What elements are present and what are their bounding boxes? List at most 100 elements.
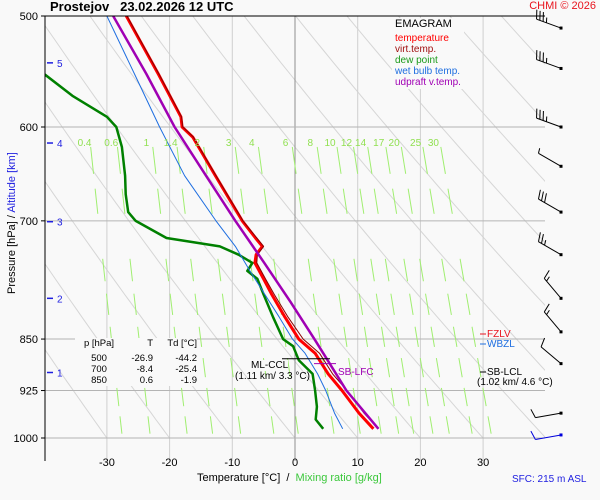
mixing-ratio-line [459,258,465,282]
mixing-ratio-line [94,188,99,214]
mixing-ratio-line [386,358,391,378]
table-header: T [147,338,153,349]
mixing-ratio-line [234,387,238,407]
wind-barb-staff [538,198,562,213]
mixing-ratio-line [445,416,450,434]
mixing-ratio-line [316,146,322,174]
axes-layer: 0.4 0.6 1 1.4 2 3 4 6 8 10 12 14 17 20 25 3050060070085… [14,11,545,469]
mixing-ratio-line [180,387,185,407]
mixing-ratio-line [152,146,157,174]
table-cell: -26.9 [131,353,153,364]
mixing-ratio-label: 20 [389,138,401,149]
wind-barb-staff [536,59,562,69]
wind-barb-feather [541,234,544,244]
mixing-ratio-line [133,293,137,316]
dry-adiabat [398,16,545,182]
chart-title: Prostejov 23.02.2026 12 UTC [50,0,234,14]
mixing-ratio-line [377,416,382,434]
dry-adiabat [243,16,545,371]
mixing-ratio-label: 17 [373,138,385,149]
series-layer [45,16,380,430]
wind-barb-staff [538,241,562,256]
mixing-ratio-line [230,358,234,378]
mixing-ratio-line [400,358,405,378]
series-wet-bulb-temp [106,16,344,430]
mixing-ratio-line [368,358,373,378]
mixing-ratio-line [482,387,487,407]
table-cell: 700 [91,364,107,375]
mixing-ratio-label: 4 [249,138,255,149]
mixing-ratio-line [322,188,328,214]
mixing-ratio-line [353,146,359,174]
legend-item-dew-point: dew point [395,55,438,66]
altitude-label: Altitude [km] [6,152,18,213]
pressure-tick-label: 1000 [14,433,38,445]
mixing-ratio-line [184,416,188,434]
wind-barb-half-feather [544,239,547,246]
mixing-ratio-label: 30 [428,138,440,149]
mixing-ratio-line [165,258,170,282]
pressure-tick-label: 925 [20,386,38,398]
mixing-ratio-label: 10 [324,138,336,149]
mixing-ratio-label: 8 [308,138,314,149]
wind-barb-staff [540,346,562,365]
temperature-tick-label: -20 [162,457,178,469]
legend: EMAGRAM temperature virt.temp. dew point… [392,18,464,89]
temperature-label: Temperature [°C] [197,472,281,484]
wind-barb-station [559,433,563,437]
wind-barb-half-feather [546,276,550,282]
temperature-tick-label: 20 [414,457,426,469]
mixing-ratio-line [441,258,447,282]
mixing-ratio-line [234,146,240,174]
mixing-ratio-line [373,387,378,407]
mixing-ratio-line [202,358,206,378]
altitude-tick-label: 1 [57,369,63,380]
datetime: 23.02.2026 12 UTC [120,0,234,14]
mixing-ratio-line [157,188,162,214]
wind-barb-feather [540,337,546,348]
mixing-ratio-line [419,358,424,378]
wind-barb-feather [543,270,550,279]
temperature-tick-label: -10 [224,457,240,469]
mixing-ratio-line [240,188,245,214]
pressure-tick-label: 600 [20,122,38,134]
dry-adiabat [45,101,296,439]
mixing-ratio-line [392,188,398,214]
dry-adiabat [89,16,421,439]
pressure-tick-label: 700 [20,216,38,228]
mixing-ratio-line [282,326,287,347]
mixing-ratio-line [209,416,214,434]
temperature-tick-label: -30 [99,457,115,469]
mixing-ratio-line [447,188,453,214]
mixing-ratio-label: 3 [226,138,232,149]
mixing-ratio-line [375,293,381,316]
mixing-ratio-line [367,146,373,174]
altitude-tick-label: 4 [57,139,63,150]
wind-barb-half-feather [546,309,550,315]
mixing-ratio-line [169,293,174,316]
mixing-ratio-line [425,293,430,316]
mixing-ratio-line [198,326,203,347]
mixing-ratio-line [403,258,409,282]
dry-adiabat [553,16,600,438]
wind-barb-feather [537,189,541,200]
temperature-tick-label: 30 [477,457,489,469]
ml-ccl-title: ML-CCL [251,360,289,371]
mixing-ratio-line [343,326,348,347]
dry-adiabat [295,16,545,307]
mixing-ratio-label: 14 [355,138,367,149]
wind-barb-half-feather [537,148,541,154]
ml-ccl-label: ML-CCL [251,360,289,371]
dry-adiabat [346,16,545,244]
dry-adiabat [192,16,545,438]
mixing-ratio-label: 2 [194,138,200,149]
wind-barb-staff [543,278,562,299]
mixing-ratio-line [208,188,213,214]
copyright: CHMI © 2026 [529,0,596,12]
mixing-ratio-line [263,188,269,214]
mixing-ratio-line [471,326,477,347]
wind-barb-staff [535,434,562,440]
mixing-ratio-line [370,258,375,282]
sb-lcl-value: (1.02 km/ 4.6 °C) [477,377,553,388]
